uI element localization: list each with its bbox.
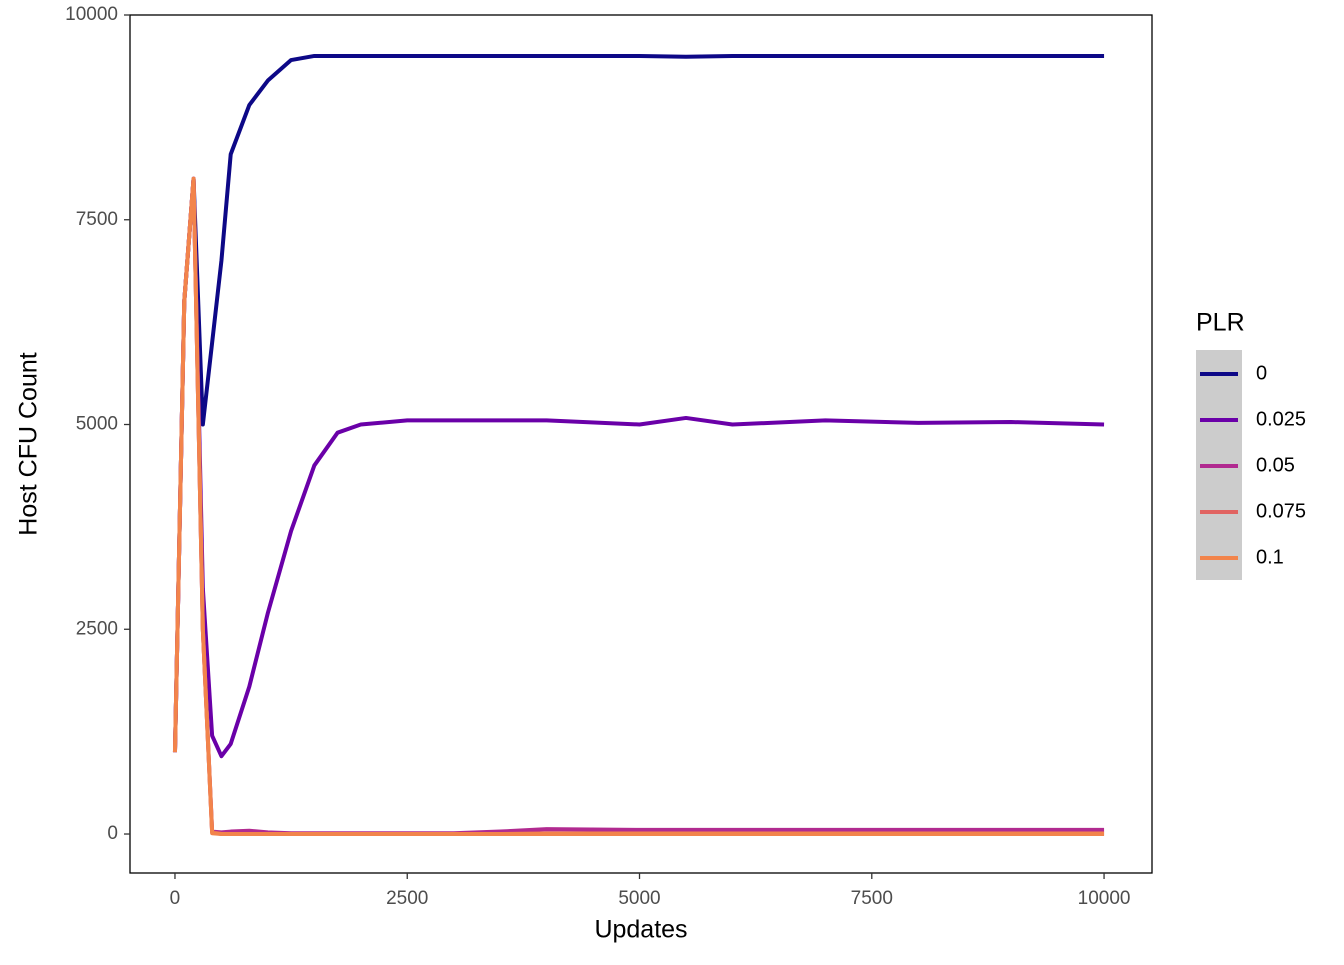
x-tick-label: 2500 [386,888,428,909]
panel-border [129,14,1153,874]
y-tick-label: 10000 [65,4,118,25]
legend-title: PLR [1196,309,1245,337]
x-tick-label: 7500 [851,888,893,909]
legend-label: 0.05 [1256,454,1295,476]
y-tick-label: 5000 [76,414,118,435]
x-axis-title: Updates [594,916,687,944]
series-line [172,53,1105,753]
series-line [172,176,1105,837]
y-tick-label: 2500 [76,618,118,639]
series-line [172,176,1105,837]
legend-label: 0.025 [1256,408,1306,430]
x-tick-label: 0 [170,888,181,909]
legend-label: 0.075 [1256,500,1306,522]
x-tick-label: 5000 [618,888,660,909]
series-line [172,176,1105,836]
series-line [172,176,1105,759]
x-tick-label: 10000 [1078,888,1131,909]
legend-label: 0 [1256,362,1267,384]
y-tick-label: 0 [107,823,118,844]
y-axis-title: Host CFU Count [15,352,43,535]
y-tick-label: 7500 [76,209,118,230]
legend-label: 0.1 [1256,546,1284,568]
